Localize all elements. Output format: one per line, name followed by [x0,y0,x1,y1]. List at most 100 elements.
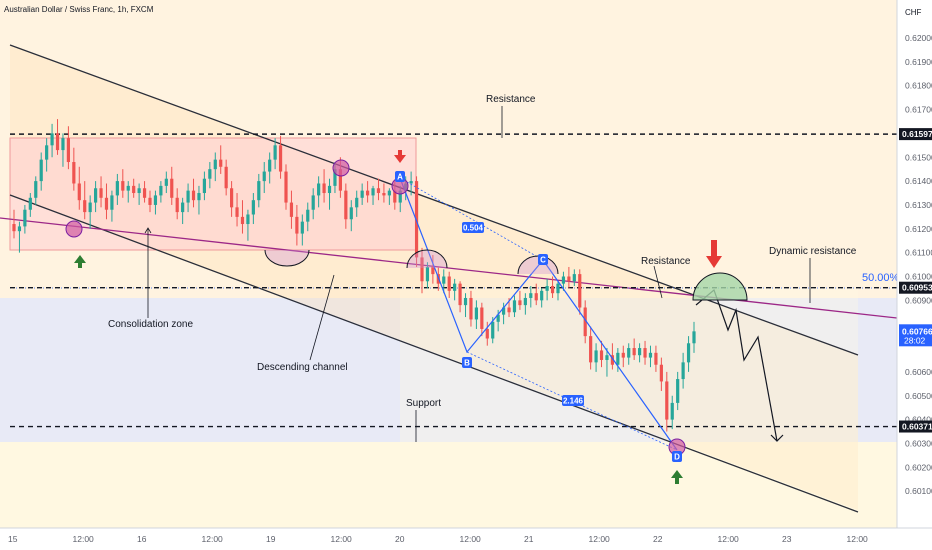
candle [469,290,473,327]
abcd-pattern-line[interactable] [399,177,678,451]
candle [648,345,653,368]
candle [175,188,179,220]
candle [159,181,163,203]
candle [431,255,435,284]
candle [523,293,527,315]
candle [599,340,604,368]
candle [191,178,196,208]
price-axis[interactable] [897,0,932,528]
candle [55,119,60,155]
candle [502,302,506,325]
point-b-marker: B [462,357,472,368]
dynamic-resistance-line[interactable] [0,217,898,319]
ac-ratio-line [399,177,544,261]
time-tick-label: 21 [524,534,534,544]
candle [550,276,555,298]
touch-circle-1 [332,159,350,177]
candle [300,214,304,246]
projection-zone [400,288,858,510]
arrow-down-icon [706,240,722,268]
level-tag-label: 0.60371 [902,422,932,432]
time-axis-ticks: 15 12:00 16 12:00 19 12:00 20 12:00 21 12:00 22 12:… [8,534,868,544]
candle [676,371,680,411]
level-tag-bg [899,128,932,141]
candle [61,133,65,167]
time-tick-label: 12:00 [589,534,611,544]
candle [681,352,685,389]
candle [311,188,315,220]
candle [284,164,288,210]
candle [34,176,38,205]
svg-text:D: D [674,453,680,462]
chart-title: Australian Dollar / Swiss Franc, 1h, FXC… [4,5,154,14]
candle [268,152,272,184]
candle [295,204,299,246]
channel-lower-line[interactable] [9,194,859,513]
time-axis[interactable] [0,528,932,550]
bottom-semicircle [264,249,310,267]
candle [181,197,185,225]
time-tick-label: 12:00 [460,534,482,544]
candle [257,173,261,208]
level-tag-label: 0.61597 [902,129,932,139]
candle [409,171,413,196]
current-price-tag [899,324,932,347]
candle [278,135,283,179]
annotation-resistance-2: Resistance [641,256,691,267]
channel-pointer [309,274,335,361]
level-tag-bg [899,281,932,294]
channel-upper-line[interactable] [9,44,859,356]
candle [518,290,522,310]
candle [371,185,375,205]
time-tick-label: 12:00 [718,534,740,544]
candle [306,202,310,232]
candle [208,162,212,189]
arrow-down-icon [394,150,406,163]
candle [50,123,54,158]
candle [589,326,593,370]
candle [83,181,87,220]
candle [659,357,663,391]
candle [132,178,136,198]
candle [447,271,451,298]
candle [387,188,391,205]
level-tag-bg [899,420,932,433]
candle [72,147,76,191]
svg-text:B: B [464,359,470,368]
time-tick-label: 16 [137,534,147,544]
candles [12,119,696,432]
candle [349,200,353,232]
candle [632,338,636,360]
candle [126,181,130,203]
time-tick-label: 15 [8,534,18,544]
candle [485,321,489,346]
annotation-support: Support [406,398,441,409]
candle [77,166,81,210]
candle [627,343,631,365]
candle [529,286,533,308]
candle [45,138,49,172]
candle [578,269,582,315]
annotation-consolidation-zone: Consolidation zone [108,319,193,330]
candle [121,169,125,198]
middle-zone [0,298,897,442]
candle [142,181,147,203]
candle [594,343,598,372]
candle [425,262,430,289]
resistance-2-pointer [653,265,663,299]
resistance-semicircle [692,272,748,301]
candle [420,247,424,294]
annotation-resistance: Resistance [486,94,536,105]
time-tick-label: 12:00 [202,534,224,544]
